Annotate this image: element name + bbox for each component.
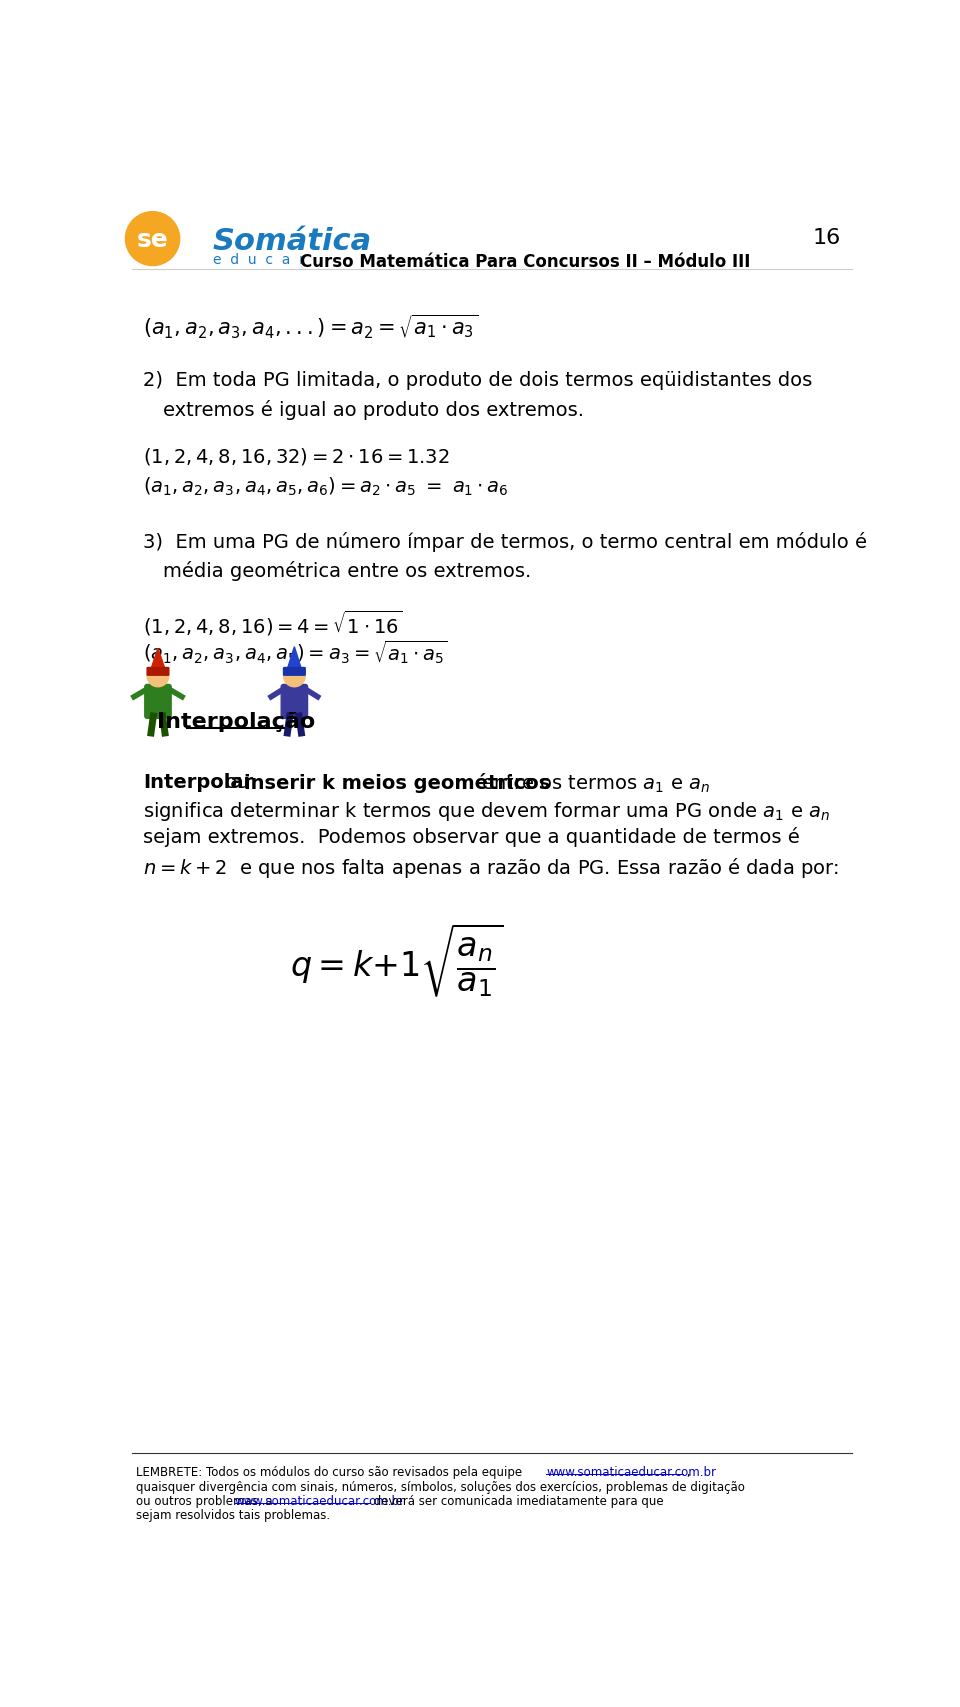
Text: Somática: Somática	[213, 227, 372, 256]
Text: $(a_1, a_2, a_3, a_4, a_5, a_6) = a_2 \cdot a_5 \ = \ a_1 \cdot a_6$: $(a_1, a_2, a_3, a_4, a_5, a_6) = a_2 \c…	[143, 475, 509, 497]
Text: www.somaticaeducar.com.br: www.somaticaeducar.com.br	[234, 1494, 405, 1507]
Text: $(a_1, a_2, a_3, a_4, ...) = a_2 = \sqrt{a_1 \cdot a_3}$: $(a_1, a_2, a_3, a_4, ...) = a_2 = \sqrt…	[143, 312, 479, 341]
Text: ,: ,	[683, 1465, 690, 1478]
Text: $(1, 2, 4, 8, 16, 32) = 2 \cdot 16=1.32$: $(1, 2, 4, 8, 16, 32) = 2 \cdot 16=1.32$	[143, 446, 450, 466]
Text: deverá ser comunicada imediatamente para que: deverá ser comunicada imediatamente para…	[370, 1494, 663, 1507]
Text: inserir k meios geométricos: inserir k meios geométricos	[244, 773, 550, 792]
Polygon shape	[287, 647, 302, 673]
Circle shape	[283, 666, 305, 688]
Text: Interpolação: Interpolação	[157, 712, 316, 731]
Text: 3)  Em uma PG de número ímpar de termos, o termo central em módulo é: 3) Em uma PG de número ímpar de termos, …	[143, 533, 867, 551]
FancyBboxPatch shape	[283, 667, 305, 676]
Text: $(1, 2, 4, 8, 16) = 4 = \sqrt{1 \cdot 16}$: $(1, 2, 4, 8, 16) = 4 = \sqrt{1 \cdot 16…	[143, 609, 402, 638]
Text: Curso Matemática Para Concursos II – Módulo III: Curso Matemática Para Concursos II – Mód…	[300, 253, 750, 270]
Text: quaisquer divergência com sinais, números, símbolos, soluções dos exercícios, pr: quaisquer divergência com sinais, número…	[135, 1480, 744, 1494]
Text: 16: 16	[812, 229, 841, 248]
Text: ou outros problemas, a: ou outros problemas, a	[135, 1494, 276, 1507]
Text: extremos é igual ao produto dos extremos.: extremos é igual ao produto dos extremos…	[162, 399, 584, 420]
Text: significa determinar k termos que devem formar uma PG onde $a_1$ e $a_n$: significa determinar k termos que devem …	[143, 799, 830, 823]
Text: sejam resolvidos tais problemas.: sejam resolvidos tais problemas.	[135, 1507, 329, 1521]
FancyBboxPatch shape	[145, 685, 171, 719]
FancyBboxPatch shape	[147, 667, 169, 676]
Text: www.somaticaeducar.com.br: www.somaticaeducar.com.br	[546, 1465, 716, 1478]
Text: sejam extremos.  Podemos observar que a quantidade de termos é: sejam extremos. Podemos observar que a q…	[143, 826, 800, 847]
Text: e  d  u  c  a  r: e d u c a r	[213, 253, 305, 266]
Text: $n = k + 2$  e que nos falta apenas a razão da PG. Essa razão é dada por:: $n = k + 2$ e que nos falta apenas a raz…	[143, 855, 839, 879]
Text: $(a_1, a_2, a_3, a_4, a_5) = a_3 = \sqrt{a_1 \cdot a_5}$: $(a_1, a_2, a_3, a_4, a_5) = a_3 = \sqrt…	[143, 638, 448, 666]
Text: se: se	[136, 227, 168, 251]
Polygon shape	[150, 649, 166, 673]
Text: ou: ou	[219, 773, 256, 792]
Text: $q = k{+}1\sqrt{\dfrac{a_n}{a_1}}$: $q = k{+}1\sqrt{\dfrac{a_n}{a_1}}$	[291, 920, 504, 999]
Circle shape	[147, 666, 169, 688]
Text: entre os termos $a_1$ e $a_n$: entre os termos $a_1$ e $a_n$	[475, 773, 709, 794]
Text: média geométrica entre os extremos.: média geométrica entre os extremos.	[162, 562, 531, 580]
Text: Interpolar: Interpolar	[143, 773, 253, 792]
Text: LEMBRETE: Todos os módulos do curso são revisados pela equipe: LEMBRETE: Todos os módulos do curso são …	[135, 1465, 525, 1478]
Text: 2)  Em toda PG limitada, o produto de dois termos eqüidistantes dos: 2) Em toda PG limitada, o produto de doi…	[143, 370, 812, 389]
Circle shape	[126, 213, 180, 266]
FancyBboxPatch shape	[281, 685, 307, 719]
